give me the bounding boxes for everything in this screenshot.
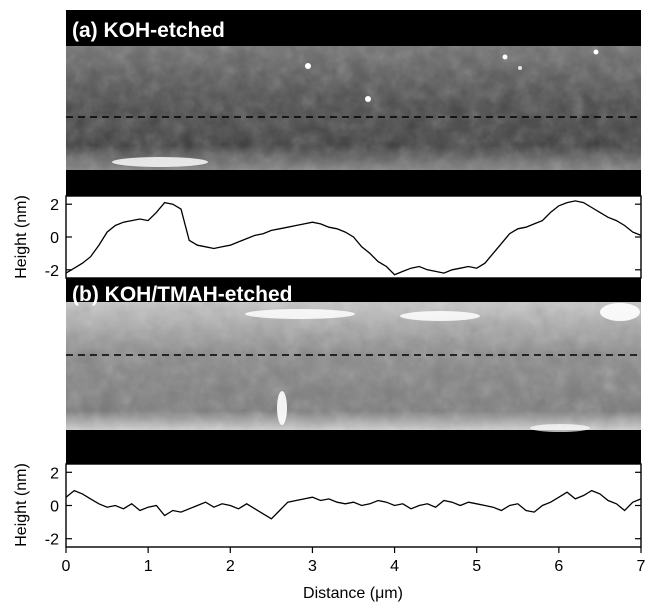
x-tick-label: 5 (472, 558, 481, 575)
afm-image-b (66, 278, 641, 464)
panel-b-label: (b) KOH/TMAH-etched (72, 283, 292, 306)
afm-image-a (66, 10, 641, 196)
y-tick-label: 0 (50, 499, 59, 516)
x-axis-label: Distance (μm) (303, 585, 403, 602)
plot-frame-b (65, 463, 642, 548)
x-tick-label: 7 (637, 558, 646, 575)
x-tick-label: 2 (226, 558, 235, 575)
panel-a-label: (a) KOH-etched (72, 19, 225, 42)
x-tick-label: 6 (554, 558, 563, 575)
y-ticks-b: 2 0 -2 (45, 465, 641, 549)
height-profile-line-a (65, 200, 642, 276)
y-tick-label: 2 (50, 197, 59, 214)
x-tick-label: 1 (144, 558, 153, 575)
profile-plot-a: 2 0 -2 (45, 195, 642, 280)
y-tick-label: 2 (50, 465, 59, 482)
y-tick-label: 0 (50, 230, 59, 247)
x-tick-label: 4 (390, 558, 399, 575)
y-tick-label: -2 (45, 532, 59, 549)
height-profile-line-b (65, 489, 642, 520)
y-axis-label-a: Height (nm) (13, 195, 30, 279)
y-tick-label: -2 (45, 263, 59, 280)
x-tick-label: 3 (308, 558, 317, 575)
y-axis-label-b: Height (nm) (13, 463, 30, 547)
x-ticks-b: 0 1 2 3 4 5 6 7 (62, 547, 646, 575)
x-tick-label: 0 (62, 558, 71, 575)
